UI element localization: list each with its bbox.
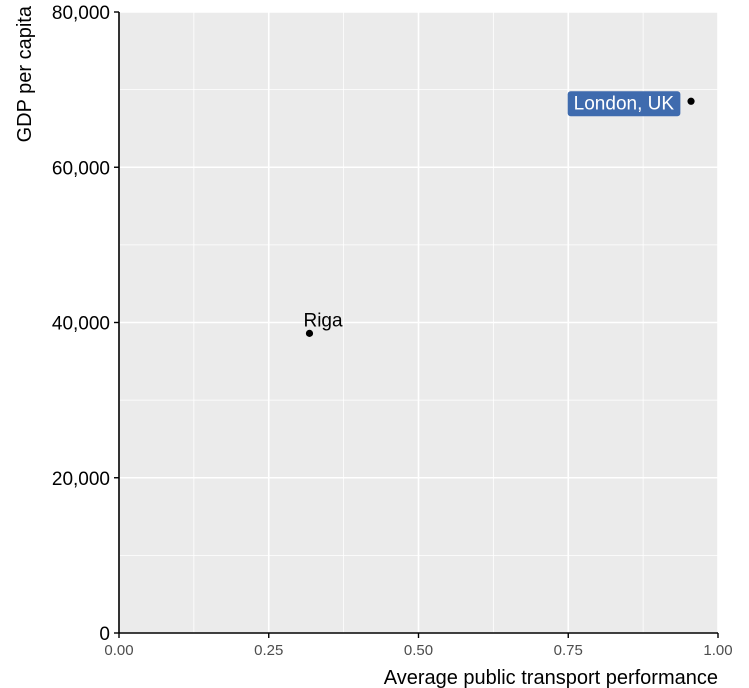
x-tick-label: 0.25 bbox=[254, 642, 283, 659]
x-tick-label: 0.50 bbox=[404, 642, 433, 659]
y-axis-ticks: 0 20,000 40,000 60,000 80,000 bbox=[52, 3, 119, 645]
x-tick-label: 1.00 bbox=[703, 642, 732, 659]
data-point bbox=[687, 97, 695, 105]
y-tick-label: 20,000 bbox=[52, 469, 110, 490]
y-tick-label: 0 bbox=[99, 624, 110, 645]
x-axis-ticks: 0.00 0.25 0.50 0.75 1.00 bbox=[104, 633, 733, 659]
y-tick-label: 80,000 bbox=[52, 3, 110, 24]
highlight-label-box bbox=[567, 91, 681, 117]
x-axis-title: Average public transport performance bbox=[384, 667, 718, 688]
y-axis-title: GDP per capita bbox=[14, 5, 36, 142]
data-point bbox=[305, 329, 314, 337]
y-tick-label: 40,000 bbox=[52, 314, 110, 335]
point-label: Riga bbox=[303, 310, 343, 331]
point-label: London, UK bbox=[574, 93, 675, 114]
x-tick-label: 0.00 bbox=[104, 642, 133, 659]
y-tick-label: 60,000 bbox=[52, 158, 110, 179]
data-points: London, UK Riga bbox=[303, 91, 695, 337]
highlight-label: London, UK bbox=[567, 91, 681, 117]
x-tick-label: 0.75 bbox=[554, 642, 583, 659]
